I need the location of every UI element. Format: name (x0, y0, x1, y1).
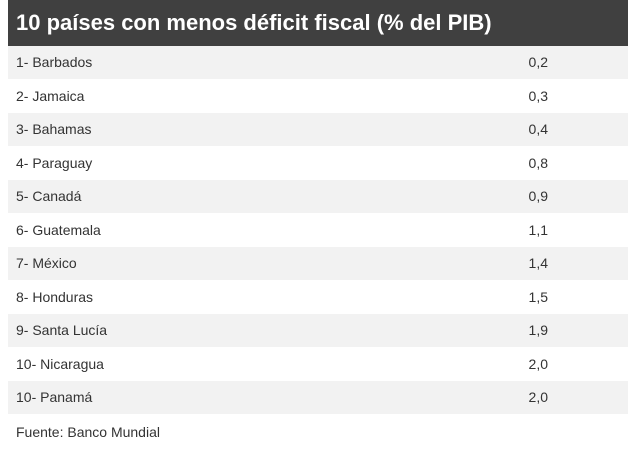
country-label: 1- Barbados (16, 54, 93, 71)
deficit-value: 2,0 (528, 355, 548, 372)
table-title: 10 países con menos déficit fiscal (% de… (8, 0, 628, 46)
table-row: 4- Paraguay 0,8 (8, 146, 628, 180)
table-row: 6- Guatemala 1,1 (8, 213, 628, 247)
country-label: 9- Santa Lucía (16, 322, 108, 339)
deficit-table: 10 países con menos déficit fiscal (% de… (8, 0, 628, 415)
country-label: 5- Canadá (16, 188, 82, 205)
deficit-value: 0,8 (528, 154, 548, 171)
table-row: 8- Honduras 1,5 (8, 280, 628, 314)
country-label: 2- Jamaica (16, 87, 85, 104)
country-label: 3- Bahamas (16, 121, 92, 138)
country-label: 8- Honduras (16, 288, 94, 305)
source-footer: Fuente: Banco Mundial (16, 424, 160, 440)
deficit-value: 1,5 (528, 288, 548, 305)
deficit-value: 1,4 (528, 255, 548, 272)
country-label: 4- Paraguay (16, 154, 93, 171)
table-row: 9- Santa Lucía 1,9 (8, 314, 628, 348)
table-row: 3- Bahamas 0,4 (8, 113, 628, 147)
table-row: 10- Nicaragua 2,0 (8, 347, 628, 381)
table-row: 10- Panamá 2,0 (8, 381, 628, 415)
table-row: 5- Canadá 0,9 (8, 180, 628, 214)
deficit-value: 2,0 (528, 389, 548, 406)
deficit-value: 0,4 (528, 121, 548, 138)
deficit-value: 1,9 (528, 322, 548, 339)
table-row: 1- Barbados 0,2 (8, 46, 628, 80)
deficit-value: 0,9 (528, 188, 548, 205)
country-label: 10- Panamá (16, 389, 93, 406)
country-label: 6- Guatemala (16, 221, 101, 238)
table-row: 7- México 1,4 (8, 247, 628, 281)
country-label: 7- México (16, 255, 77, 272)
deficit-value: 1,1 (528, 221, 548, 238)
deficit-value: 0,3 (528, 87, 548, 104)
country-label: 10- Nicaragua (16, 355, 104, 372)
deficit-value: 0,2 (528, 54, 548, 71)
table-row: 2- Jamaica 0,3 (8, 79, 628, 113)
table-body: 1- Barbados 0,2 2- Jamaica 0,3 3- Bahamas 0,4… (8, 46, 628, 415)
